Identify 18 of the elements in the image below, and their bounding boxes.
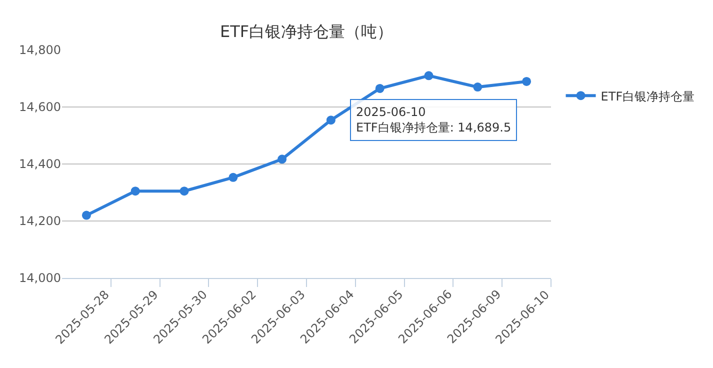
y-tick-label: 14,400: [19, 157, 61, 172]
point: [424, 71, 434, 80]
point: [522, 76, 532, 86]
point: [228, 172, 238, 182]
y-tick-label: 14,000: [19, 271, 61, 286]
y-tick-label: 14,600: [19, 100, 61, 114]
point: [82, 210, 91, 220]
point: [180, 186, 189, 196]
legend-label: ETF白银净持仓量: [600, 89, 695, 104]
point: [278, 154, 287, 164]
point: [375, 84, 384, 93]
chart-title: ETF白银净持仓量（吨）: [220, 22, 394, 41]
point: [130, 186, 140, 196]
y-tick-label: 14,800: [19, 43, 61, 58]
annotation: 2025-06-10 ETF白银净持仓量: 14,689.5: [356, 105, 512, 135]
y-tick-label: 14,200: [19, 214, 61, 228]
point: [326, 116, 336, 125]
point: [473, 82, 482, 92]
